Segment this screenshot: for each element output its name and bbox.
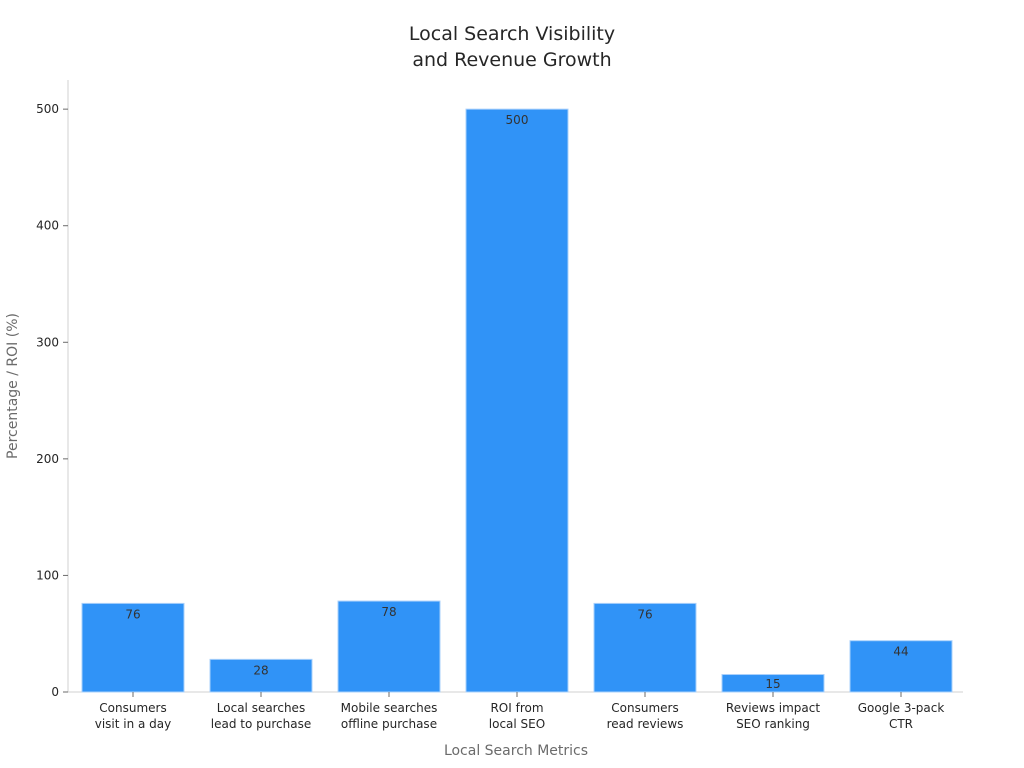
bar-value-label: 28 (253, 663, 268, 677)
y-tick-label: 300 (36, 335, 59, 349)
bar-value-label: 76 (637, 607, 652, 621)
x-tick-label: CTR (889, 717, 913, 731)
x-tick-label: lead to purchase (211, 717, 311, 731)
bar-value-label: 76 (125, 607, 140, 621)
bars-group: 76 28 78 500 76 15 44 (81, 108, 953, 693)
bar-value-label: 78 (381, 605, 396, 619)
y-tick-label: 100 (36, 568, 59, 582)
x-tick-label: ROI from (490, 701, 543, 715)
y-tick-label: 200 (36, 452, 59, 466)
bar (849, 640, 953, 693)
x-tick-label: local SEO (489, 717, 545, 731)
y-tick-label: 0 (51, 685, 59, 699)
x-tick-label: read reviews (607, 717, 684, 731)
y-axis-label: Percentage / ROI (%) (5, 313, 21, 459)
bar-value-label: 15 (765, 677, 780, 691)
chart-title-line-2: and Revenue Growth (412, 49, 611, 71)
y-tick-label: 400 (36, 219, 59, 233)
bar (81, 602, 185, 693)
x-tick-label: offline purchase (341, 717, 437, 731)
x-axis-ticks: Consumers visit in a day Local searches lea… (95, 692, 945, 731)
y-tick-label: 500 (36, 102, 59, 116)
x-tick-label: SEO ranking (736, 717, 810, 731)
x-tick-label: Mobile searches (341, 701, 438, 715)
bar (337, 600, 441, 693)
chart-title-line-1: Local Search Visibility (409, 23, 615, 45)
x-axis-label: Local Search Metrics (444, 743, 588, 759)
x-tick-label: Consumers (99, 701, 166, 715)
bar (593, 602, 697, 693)
x-tick-label: Google 3-pack (858, 701, 945, 715)
x-tick-label: visit in a day (95, 717, 172, 731)
x-tick-label: Reviews impact (726, 701, 820, 715)
bar (465, 108, 569, 693)
x-tick-label: Local searches (217, 701, 305, 715)
y-axis-ticks: 0 100 200 300 400 500 (36, 102, 68, 699)
bar-value-label: 44 (893, 645, 908, 659)
x-tick-label: Consumers (611, 701, 678, 715)
bar-value-label: 500 (506, 113, 529, 127)
